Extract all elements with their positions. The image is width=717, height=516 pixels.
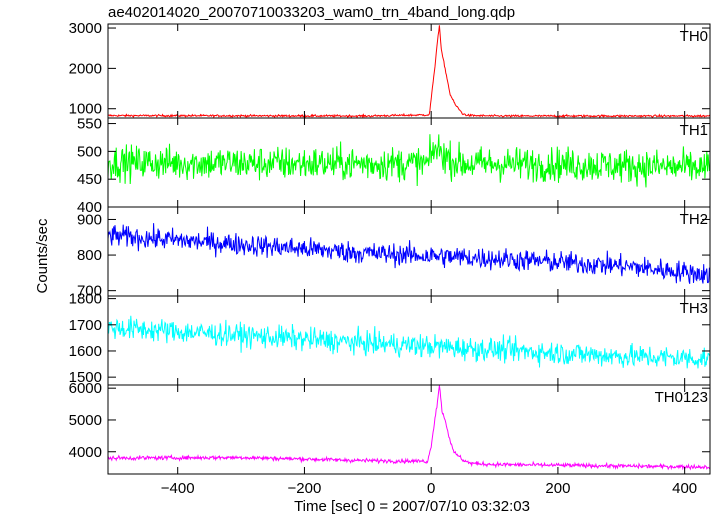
- x-tick-label: −400: [161, 480, 195, 497]
- y-tick-label: 450: [77, 171, 102, 188]
- y-tick-label: 1600: [69, 343, 102, 360]
- panel-label-th0123: TH0123: [655, 389, 708, 406]
- series-line-th2: [108, 223, 710, 284]
- panel-label-th0: TH0: [680, 28, 708, 45]
- y-tick-label: 900: [77, 211, 102, 228]
- y-tick-label: 1000: [69, 101, 102, 118]
- series-line-th1: [108, 134, 710, 188]
- panel-frame: [107, 384, 711, 475]
- y-tick-label: 400: [77, 199, 102, 216]
- y-tick-label: 700: [77, 283, 102, 300]
- y-tick-label: 500: [77, 143, 102, 160]
- y-tick-label: 1700: [69, 317, 102, 334]
- chart-title: ae402014020_20070710033203_wam0_trn_4ban…: [108, 4, 515, 21]
- panel-label-th1: TH1: [680, 122, 708, 139]
- x-axis: −400 −200 0 200 400: [161, 480, 697, 497]
- x-tick-label: 0: [427, 480, 435, 497]
- panel-th0123: 4000 5000 6000 TH0123: [69, 380, 711, 475]
- y-axis-label: Counts/sec: [34, 218, 51, 294]
- panel-th2: 700 800 900 TH2: [77, 206, 711, 300]
- panels-group: 1000 2000 3000 TH0 400 450 500 550 TH1 700 800 900 T…: [69, 20, 711, 475]
- y-tick-label: 4000: [69, 444, 102, 461]
- series-line-th0123: [108, 385, 710, 471]
- panel-label-th2: TH2: [680, 211, 708, 228]
- x-tick-label: −200: [288, 480, 322, 497]
- panel-th0: 1000 2000 3000 TH0: [69, 20, 711, 119]
- y-tick-label: 1500: [69, 369, 102, 386]
- y-tick-label: 3000: [69, 20, 102, 37]
- y-tick-label: 5000: [69, 412, 102, 429]
- x-tick-label: 200: [545, 480, 570, 497]
- x-tick-label: 400: [672, 480, 697, 497]
- y-tick-label: 800: [77, 247, 102, 264]
- panel-frame: [107, 23, 711, 119]
- panel-th1: 400 450 500 550 TH1: [77, 116, 711, 216]
- y-tick-label: 2000: [69, 60, 102, 77]
- panel-th3: 1500 1600 1700 1800 TH3: [69, 291, 711, 386]
- y-tick-label: 1800: [69, 291, 102, 308]
- series-line-th3: [108, 315, 710, 369]
- y-tick-label: 550: [77, 116, 102, 133]
- panel-label-th3: TH3: [680, 300, 708, 317]
- x-axis-label: Time [sec] 0 = 2007/07/10 03:32:03: [294, 498, 530, 515]
- series-line-th0: [108, 25, 710, 118]
- y-tick-label: 6000: [69, 380, 102, 397]
